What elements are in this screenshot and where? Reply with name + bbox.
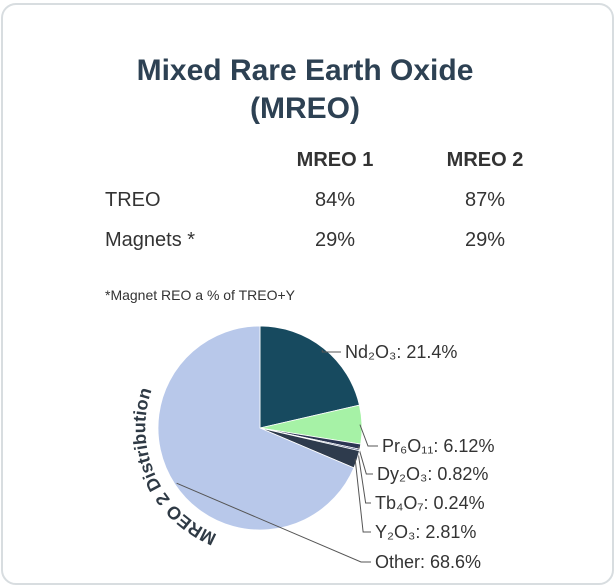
slice-label: Y₂O₃: 2.81% bbox=[375, 522, 476, 542]
cell: 29% bbox=[465, 229, 505, 251]
slice-label: Tb₄O₇: 0.24% bbox=[375, 493, 485, 513]
slice-label: Dy₂O₃: 0.82% bbox=[377, 464, 488, 484]
leader-line bbox=[176, 482, 371, 563]
leader-line bbox=[354, 458, 371, 533]
slice-label: Other: 68.6% bbox=[375, 552, 481, 572]
slice-label: Pr₆O₁₁: 6.12% bbox=[382, 436, 494, 456]
pie-slice bbox=[259, 325, 360, 429]
cell: 29% bbox=[315, 229, 355, 251]
slice-label: Nd₂O₃: 21.4% bbox=[345, 342, 457, 362]
leader-line bbox=[359, 424, 378, 447]
title-line: (MREO) bbox=[250, 92, 360, 125]
column-header: MREO 2 bbox=[447, 149, 524, 171]
row-label: TREO bbox=[105, 189, 161, 211]
pie-slice bbox=[157, 325, 355, 531]
title-line: Mixed Rare Earth Oxide bbox=[137, 54, 474, 87]
cell: 84% bbox=[315, 189, 355, 211]
leader-line bbox=[357, 446, 373, 475]
card bbox=[1, 3, 614, 585]
column-header: MREO 1 bbox=[297, 149, 374, 171]
cell: 87% bbox=[465, 189, 505, 211]
note: *Magnet REO a % of TREO+Y bbox=[105, 287, 296, 303]
pie: Nd₂O₃: 21.4% Pr₆O₁₁: 6.12% Dy₂O₃: 0.82% Tb₄… bbox=[157, 325, 494, 572]
leader-line bbox=[357, 449, 371, 504]
leader-line bbox=[321, 349, 341, 353]
row-label: Magnets * bbox=[105, 229, 195, 251]
